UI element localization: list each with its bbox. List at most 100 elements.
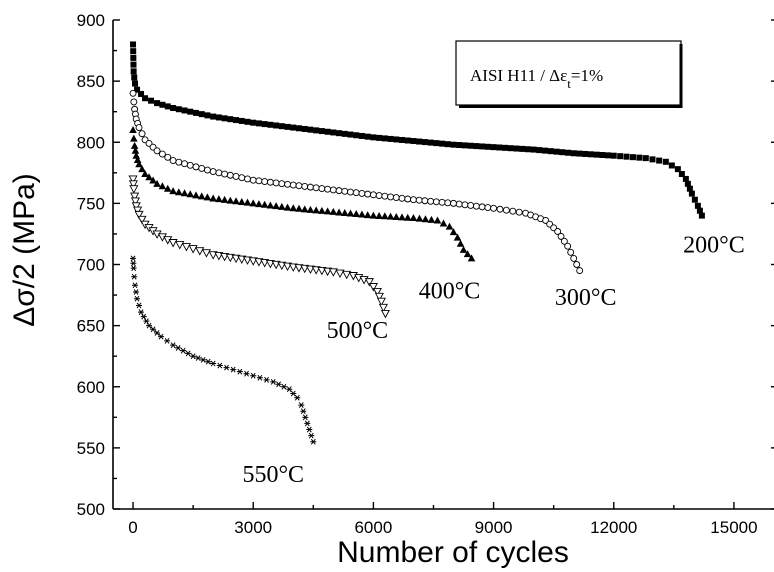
data-point (170, 105, 177, 112)
data-point (415, 214, 424, 222)
data-point (467, 142, 474, 149)
data-point (243, 198, 252, 206)
data-point (564, 149, 571, 156)
data-point (427, 215, 436, 223)
data-point (266, 178, 274, 186)
x-tick-label: 6000 (354, 518, 392, 537)
data-point (238, 174, 246, 182)
data-point (450, 199, 457, 207)
data-point (370, 134, 377, 141)
data-point (128, 180, 138, 189)
data-point (308, 432, 315, 439)
data-point (593, 151, 600, 158)
data-point (192, 163, 200, 171)
data-point (130, 197, 140, 206)
legend-box: AISI H11 / Δεt=1% (455, 40, 683, 108)
data-point (336, 130, 343, 137)
data-point (463, 250, 472, 258)
data-point (237, 197, 246, 205)
data-point (133, 206, 143, 216)
data-point (427, 139, 434, 146)
data-point (128, 175, 138, 184)
data-point (190, 353, 197, 360)
y-tick-label: 650 (77, 317, 105, 336)
data-point (358, 132, 365, 139)
data-point (164, 338, 171, 344)
data-point (278, 123, 285, 130)
data-point (244, 175, 251, 183)
y-tick-label: 700 (77, 256, 105, 275)
data-point (439, 219, 448, 227)
data-point (198, 111, 205, 118)
data-point (698, 212, 705, 219)
data-point (153, 147, 161, 155)
data-point (232, 197, 240, 205)
data-point (398, 213, 406, 221)
data-point (461, 142, 468, 149)
data-point (688, 190, 695, 197)
data-point (270, 378, 277, 385)
data-point (129, 185, 139, 194)
data-point (192, 109, 199, 116)
data-point (358, 210, 366, 218)
data-point (130, 68, 137, 75)
data-point (175, 241, 185, 250)
data-point (691, 196, 698, 203)
data-point (130, 41, 137, 48)
data-point (290, 124, 297, 131)
data-point (694, 202, 701, 209)
data-point (352, 210, 361, 218)
data-point (329, 207, 338, 215)
data-point (610, 152, 617, 159)
data-point (364, 133, 371, 140)
data-point (256, 374, 263, 381)
data-point (209, 194, 217, 202)
data-point (129, 126, 137, 134)
data-point (263, 376, 270, 383)
data-point (195, 247, 205, 256)
data-point (250, 119, 257, 126)
data-point (249, 199, 258, 207)
data-point (410, 196, 417, 204)
data-point (513, 145, 520, 152)
data-point (195, 355, 202, 361)
data-point (433, 216, 442, 224)
data-point (138, 309, 145, 316)
data-point (163, 184, 172, 192)
data-point (567, 248, 575, 256)
data-point (130, 192, 140, 201)
data-point (570, 150, 577, 157)
data-point (140, 313, 147, 320)
data-point (135, 160, 143, 168)
data-point (132, 282, 139, 289)
data-point (215, 114, 222, 121)
data-point (347, 131, 354, 138)
data-point (318, 206, 326, 214)
data-point (374, 292, 384, 302)
data-point (467, 254, 476, 262)
data-point (450, 141, 457, 148)
series-300c (129, 89, 584, 275)
y-tick-label: 850 (77, 72, 105, 91)
data-point (204, 112, 211, 119)
data-point (363, 211, 372, 219)
data-point (283, 203, 292, 211)
data-point (186, 161, 194, 169)
data-point (148, 97, 155, 104)
data-point (130, 265, 137, 272)
data-point (290, 390, 297, 397)
data-point (267, 121, 274, 128)
data-point (146, 322, 153, 329)
data-point (524, 146, 531, 153)
data-point (459, 245, 468, 253)
data-point (629, 154, 636, 161)
data-point (169, 157, 177, 165)
data-point (433, 140, 440, 147)
data-point (150, 326, 157, 333)
data-point (164, 103, 171, 110)
data-point (295, 182, 303, 190)
data-point (238, 117, 245, 124)
series-label: 550°C (242, 462, 304, 488)
data-point (519, 145, 526, 152)
data-point (378, 303, 388, 313)
